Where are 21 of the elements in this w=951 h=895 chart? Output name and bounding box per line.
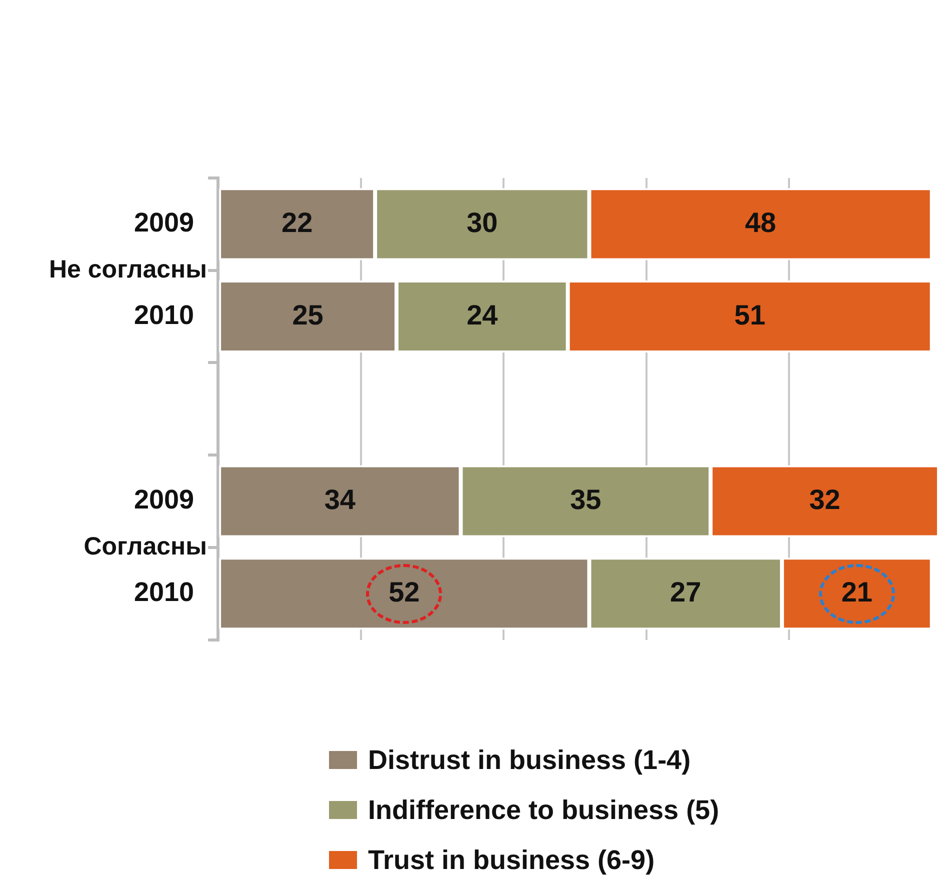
legend-label: Trust in business (6-9)	[368, 844, 655, 876]
y-tick-label: 2009	[134, 484, 194, 515]
y-tick-label: 2010	[134, 577, 194, 608]
y-tick-label: 2010	[134, 300, 194, 330]
data-label: 52	[388, 576, 420, 608]
data-label: 48	[744, 206, 776, 238]
legend-label: Distrust in business (1-4)	[368, 744, 691, 776]
data-label: 51	[734, 299, 766, 330]
data-label: 22	[282, 206, 313, 238]
text: Не согласны	[48, 255, 207, 284]
data-label: 25	[292, 299, 324, 330]
data-label: 21	[841, 576, 872, 608]
data-label: 32	[809, 484, 840, 515]
data-label: 35	[570, 484, 602, 515]
data-label: 30	[466, 206, 498, 238]
data-label: 34	[324, 484, 356, 515]
data-label: 24	[466, 299, 498, 330]
text: Согласны	[84, 532, 207, 560]
y-tick-label: 2009	[134, 208, 194, 238]
data-label: 27	[670, 576, 702, 608]
legend-label: Indifference to business (5)	[368, 794, 720, 826]
